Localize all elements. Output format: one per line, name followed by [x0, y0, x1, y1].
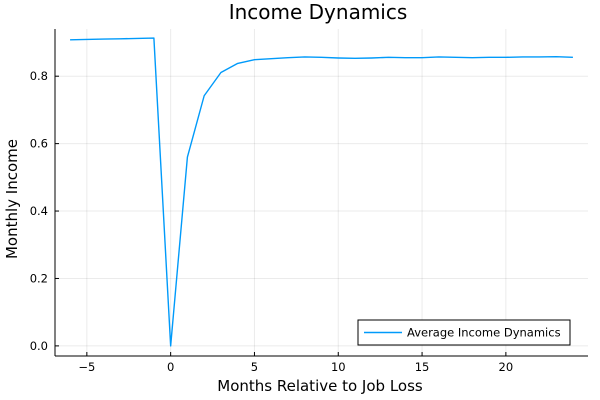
x-tick-label: −5 — [78, 360, 95, 374]
x-tick-label: 10 — [331, 360, 346, 374]
x-tick-label: 5 — [251, 360, 258, 374]
series-layer — [70, 37, 573, 347]
y-tick-label: 0.8 — [30, 69, 48, 83]
legend-entry-average-income-dynamics: Average Income Dynamics — [407, 326, 561, 340]
grid — [55, 29, 588, 356]
x-tick-label: 0 — [167, 360, 174, 374]
chart-title: Income Dynamics — [229, 0, 408, 24]
series-line-0 — [70, 37, 573, 347]
x-tick-label: 20 — [499, 360, 514, 374]
axes — [54, 29, 588, 357]
tick-labels: −5 0 5 10 15 20 0.0 0.2 0.4 0.6 0.8 — [30, 69, 513, 374]
y-tick-label: 0.6 — [30, 137, 48, 151]
y-tick-label: 0.0 — [30, 339, 48, 353]
legend: Average Income Dynamics — [357, 319, 571, 346]
y-axis-label: Monthly Income — [3, 139, 21, 259]
x-axis-label: Months Relative to Job Loss — [217, 377, 423, 395]
x-tick-label: 15 — [415, 360, 430, 374]
y-tick-label: 0.4 — [30, 204, 48, 218]
y-tick-label: 0.2 — [30, 271, 48, 285]
